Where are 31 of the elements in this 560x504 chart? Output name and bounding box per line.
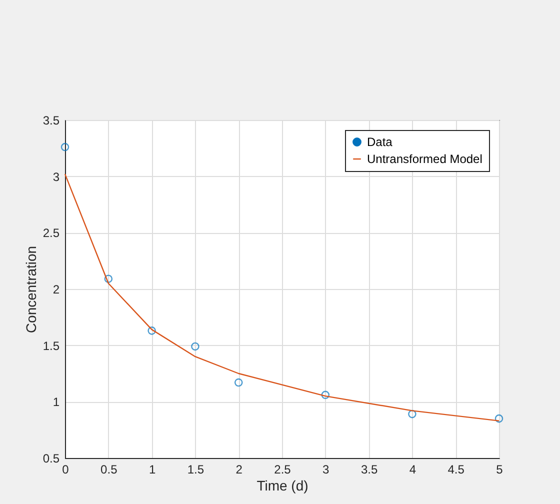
legend-label: Data (367, 135, 393, 149)
y-tick-label: 3 (52, 170, 60, 184)
y-tick-label: 1 (52, 395, 60, 410)
y-axis-title: Concentration (22, 246, 39, 334)
x-tick-label: 0.5 (100, 462, 118, 476)
x-tick-label: 4 (409, 462, 416, 476)
x-tick-label: 0 (62, 462, 70, 476)
point (408, 410, 416, 418)
x-tick-label: 4.5 (448, 462, 465, 476)
point (60, 142, 70, 152)
point (191, 342, 200, 351)
x-tick-label: 2 (236, 462, 243, 476)
x-tick-label: 1.5 (187, 462, 204, 476)
y-tick-label: 1.5 (42, 338, 60, 353)
point (104, 274, 113, 283)
point (494, 414, 504, 423)
x-tick-label: 3 (322, 462, 330, 476)
line-series (64, 173, 500, 422)
y-tick-label: 2 (52, 282, 60, 296)
y-tick-label: 0.5 (42, 452, 60, 466)
legend-label: Untransformed Model (367, 152, 482, 166)
x-tick-label: 5 (496, 462, 504, 476)
point (148, 326, 156, 335)
x-tick-label: 2.5 (274, 462, 292, 476)
y-tick-label: 3.5 (42, 114, 60, 128)
point (234, 378, 243, 387)
x-tick-label: 3.5 (360, 462, 378, 476)
point (321, 390, 330, 400)
x-axis-title: Time (d) (256, 478, 308, 494)
x-tick-label: 1 (148, 462, 156, 476)
y-tick-label: 2.5 (42, 226, 60, 240)
